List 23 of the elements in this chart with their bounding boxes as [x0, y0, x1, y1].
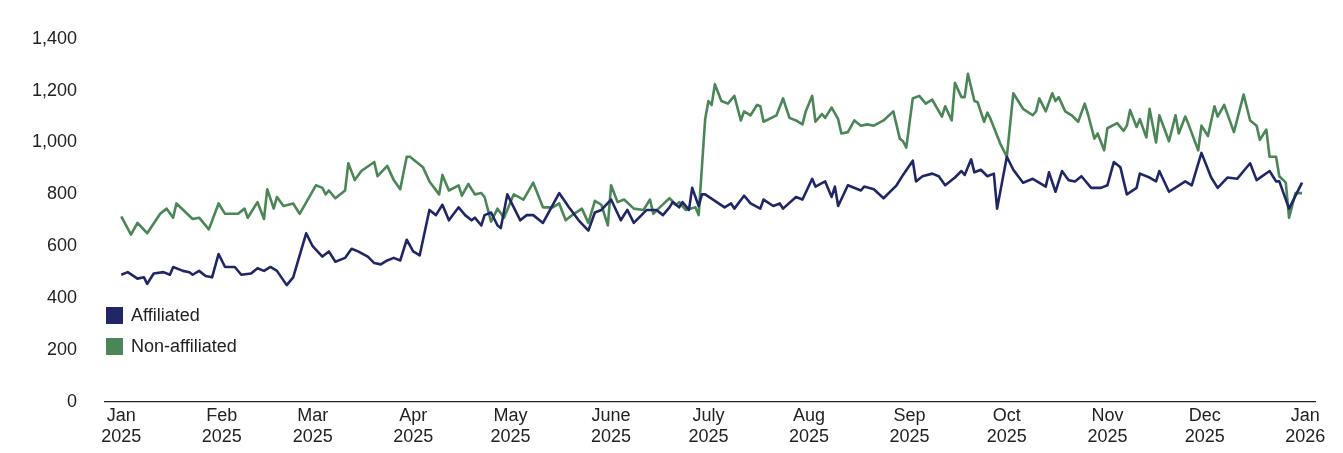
y-tick-label: 400 — [47, 287, 78, 308]
x-tick-label: Feb 2025 — [201, 404, 242, 447]
y-tick-label: 1,200 — [32, 79, 78, 100]
x-tick-label: Oct 2025 — [986, 404, 1027, 447]
x-tick-label: Sep 2025 — [889, 404, 930, 447]
y-tick-label: 0 — [67, 390, 78, 411]
x-tick-label: Mar 2025 — [292, 404, 333, 447]
x-tick-label: Jan 2025 — [101, 404, 142, 447]
legend-label: Affiliated — [131, 305, 200, 326]
y-tick-label: 200 — [47, 338, 78, 359]
x-tick-label: Aug 2025 — [788, 404, 829, 447]
y-tick-label: 800 — [47, 183, 78, 204]
y-tick-label: 1,400 — [32, 27, 78, 48]
x-tick-label: Nov 2025 — [1087, 404, 1128, 447]
legend-label: Non-affiliated — [131, 336, 237, 357]
y-tick-label: 1,000 — [32, 131, 78, 152]
y-tick-label: 600 — [47, 235, 78, 256]
x-tick-label: Jan 2026 — [1285, 404, 1326, 447]
x-tick-label: Dec 2025 — [1184, 404, 1225, 447]
x-tick-label: Apr 2025 — [393, 404, 434, 447]
x-tick-label: May 2025 — [490, 404, 531, 447]
x-tick-label: June 2025 — [591, 404, 632, 447]
x-tick-label: July 2025 — [688, 404, 729, 447]
